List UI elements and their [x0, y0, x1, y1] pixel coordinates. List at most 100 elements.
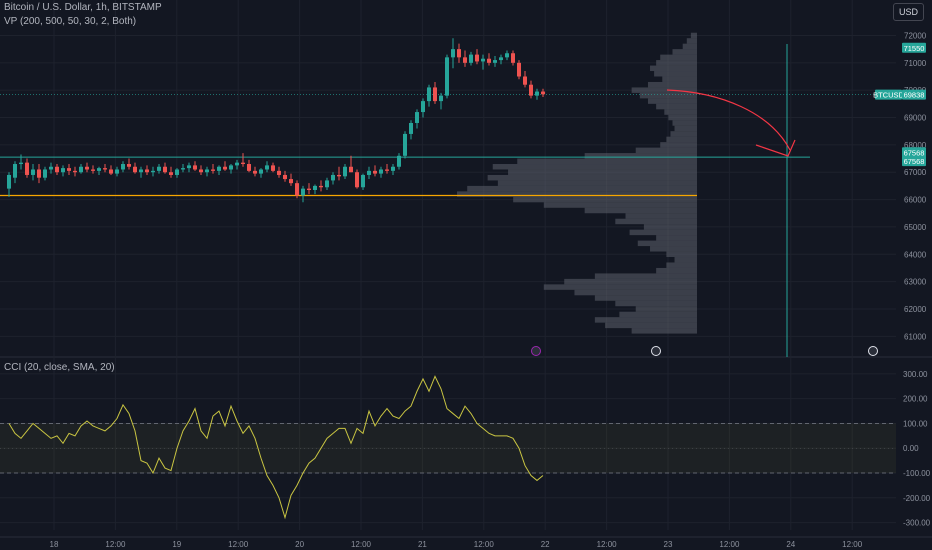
time-tick-label: 20: [295, 540, 304, 549]
candle-body: [241, 162, 245, 165]
candle-body: [295, 183, 299, 196]
volume-profile-bar: [672, 120, 697, 126]
candle-body: [55, 166, 59, 173]
candle-body: [445, 57, 449, 96]
price-tick-label: 64000: [904, 250, 927, 259]
volume-profile-bar: [686, 38, 697, 44]
volume-profile-bar: [672, 49, 697, 55]
candle-body: [355, 172, 359, 188]
cci-tick-label: 200.00: [903, 395, 928, 404]
event-marker-icon: [531, 346, 541, 356]
price-label-box: [902, 89, 926, 100]
price-label-text: 67568: [904, 157, 925, 166]
candle-body: [397, 155, 401, 167]
time-tick-label: 23: [664, 540, 673, 549]
time-tick-label: 24: [786, 540, 795, 549]
candle-body: [79, 166, 83, 173]
event-marker-icon: [651, 346, 661, 356]
volume-profile-bar: [631, 328, 697, 334]
price-tick-label: 67000: [904, 168, 927, 177]
time-tick-label: 12:00: [719, 540, 740, 549]
time-tick-label: 18: [50, 540, 59, 549]
candle-body: [187, 165, 191, 169]
candle-body: [37, 169, 41, 178]
candle-body: [259, 169, 263, 174]
candle-body: [535, 91, 539, 96]
candle-body: [199, 169, 203, 173]
price-tick-label: 63000: [904, 278, 927, 287]
volume-profile-bar: [654, 71, 697, 77]
candle-body: [85, 166, 89, 170]
volume-profile-bar: [656, 103, 697, 110]
candle-body: [223, 166, 227, 170]
volume-profile-bar: [647, 81, 697, 88]
volume-profile-bar: [631, 87, 697, 93]
candle-body: [523, 76, 527, 85]
candle-body: [307, 188, 311, 190]
candle-body: [43, 169, 47, 178]
volume-profile-bar: [682, 43, 697, 50]
volume-profile-bar: [666, 251, 697, 258]
time-tick-label: 21: [418, 540, 427, 549]
volume-profile-bar: [670, 131, 697, 137]
candle-body: [325, 180, 329, 188]
candle-body: [19, 162, 23, 165]
candle-body: [385, 169, 389, 171]
candle-body: [457, 49, 461, 58]
volume-profile-bar: [487, 174, 697, 181]
candle-body: [511, 53, 515, 63]
candle-body: [409, 122, 413, 134]
candle-body: [403, 133, 407, 156]
price-tick-label: 65000: [904, 223, 927, 232]
candle-body: [139, 169, 143, 173]
price-tick-label: 69000: [904, 114, 927, 123]
volume-profile-bar: [643, 224, 697, 230]
volume-profile-bar: [492, 164, 697, 170]
volume-profile-bar: [467, 185, 697, 192]
candle-body: [229, 165, 233, 170]
volume-profile-bar: [574, 289, 697, 296]
candle-body: [517, 62, 521, 77]
candle-body: [13, 164, 17, 178]
annotation-arrowhead: [755, 139, 796, 157]
price-tick-label: 62000: [904, 305, 927, 314]
volume-profile-bar: [674, 125, 697, 132]
price-label-text: 71550: [904, 44, 925, 53]
candle-body: [493, 60, 497, 63]
time-tick-label: 12:00: [597, 540, 618, 549]
candle-body: [7, 174, 11, 189]
volume-profile-bar: [615, 300, 697, 307]
candle-body: [25, 162, 29, 175]
volume-profile-bar: [457, 191, 697, 197]
candle-body: [319, 185, 323, 188]
candle-body: [481, 58, 485, 62]
volume-profile-bar: [564, 278, 697, 285]
candle-body: [475, 54, 479, 62]
candle-body: [361, 174, 365, 188]
cci-tick-label: -200.00: [903, 494, 931, 503]
candle-body: [301, 188, 305, 196]
volume-profile-bar: [584, 153, 697, 159]
candle-body: [373, 170, 377, 174]
cci-tick-label: 0.00: [903, 444, 919, 453]
candle-body: [427, 87, 431, 102]
candle-body: [463, 57, 467, 63]
price-label-text: 69838: [904, 91, 925, 100]
candle-body: [217, 166, 221, 171]
cci-tick-label: -300.00: [903, 519, 931, 528]
candle-body: [313, 185, 317, 190]
volume-profile-bar: [594, 273, 697, 279]
price-tick-label: 71000: [904, 59, 927, 68]
cci-tick-label: 100.00: [903, 419, 928, 428]
candle-body: [337, 174, 341, 177]
candle-body: [169, 172, 173, 175]
candle-body: [109, 169, 113, 174]
main-legend: Bitcoin / U.S. Dollar, 1h, BITSTAMP: [4, 2, 162, 13]
volume-profile-bar: [666, 136, 697, 143]
candle-body: [433, 87, 437, 102]
currency-button[interactable]: USD: [892, 3, 924, 21]
volume-profile-bar: [543, 284, 697, 290]
volume-profile-bar: [584, 207, 697, 214]
time-tick-label: 12:00: [351, 540, 372, 549]
